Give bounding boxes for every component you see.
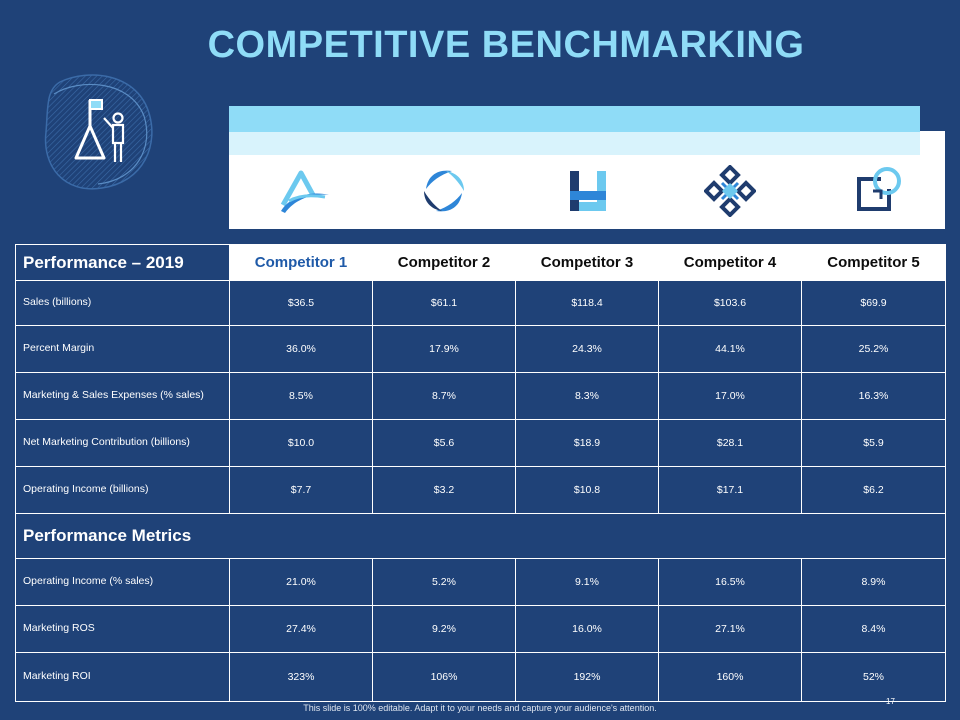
competitor-3-logo xyxy=(570,171,606,211)
table-cell: $61.1 xyxy=(372,280,516,326)
slide-title: COMPETITIVE BENCHMARKING xyxy=(207,24,805,66)
table-row: Marketing & Sales Expenses (% sales) 8.5… xyxy=(15,372,946,420)
table-cell: 17.0% xyxy=(658,372,802,420)
table-cell: 21.0% xyxy=(229,558,373,606)
footer-note: This slide is 100% editable. Adapt it to… xyxy=(303,703,657,713)
table-cell: 9.1% xyxy=(515,558,659,606)
logo-band-mid xyxy=(229,131,920,155)
competitor-4-logo xyxy=(704,165,756,217)
section-row: Performance Metrics xyxy=(15,513,946,559)
table-cell: $7.7 xyxy=(229,466,373,514)
table-cell: $5.9 xyxy=(801,419,946,467)
table-cell: 192% xyxy=(515,652,659,702)
table-cell: $18.9 xyxy=(515,419,659,467)
table-cell: $6.2 xyxy=(801,466,946,514)
table-cell: $3.2 xyxy=(372,466,516,514)
table-cell: 8.5% xyxy=(229,372,373,420)
competitor-header: Competitor 4 xyxy=(658,244,802,281)
table-cell: $5.6 xyxy=(372,419,516,467)
row-label: Operating Income (% sales) xyxy=(15,558,230,606)
table-cell: $36.5 xyxy=(229,280,373,326)
table-cell: 106% xyxy=(372,652,516,702)
table-cell: $69.9 xyxy=(801,280,946,326)
table-cell: 5.2% xyxy=(372,558,516,606)
logo-band-top xyxy=(229,106,920,132)
competitor-header: Competitor 3 xyxy=(515,244,659,281)
table-row: Net Marketing Contribution (billions) $1… xyxy=(15,419,946,467)
table-cell: 27.1% xyxy=(658,605,802,653)
row-label: Operating Income (billions) xyxy=(15,466,230,514)
row-label: Net Marketing Contribution (billions) xyxy=(15,419,230,467)
table-cell: 16.3% xyxy=(801,372,946,420)
row-label: Percent Margin xyxy=(15,325,230,373)
table-cell: 8.4% xyxy=(801,605,946,653)
table-cell: 17.9% xyxy=(372,325,516,373)
section-title-performance-2019: Performance – 2019 xyxy=(15,244,230,281)
table-cell: 8.7% xyxy=(372,372,516,420)
row-label: Sales (billions) xyxy=(15,280,230,326)
competitor-2-logo xyxy=(424,170,464,212)
table-cell: $103.6 xyxy=(658,280,802,326)
table-cell: 16.5% xyxy=(658,558,802,606)
table-cell: 323% xyxy=(229,652,373,702)
table-cell: 25.2% xyxy=(801,325,946,373)
table-cell: 52% xyxy=(801,652,946,702)
table-cell: $10.8 xyxy=(515,466,659,514)
row-label: Marketing ROS xyxy=(15,605,230,653)
table-row: Sales (billions) $36.5 $61.1 $118.4 $103… xyxy=(15,280,946,326)
table-cell: $118.4 xyxy=(515,280,659,326)
competitor-header: Competitor 1 xyxy=(229,244,373,281)
table-row: Operating Income (% sales) 21.0% 5.2% 9.… xyxy=(15,558,946,606)
row-label: Marketing & Sales Expenses (% sales) xyxy=(15,372,230,420)
table-cell: $10.0 xyxy=(229,419,373,467)
person-with-flag-on-mountain-icon xyxy=(44,74,153,190)
table-cell: 36.0% xyxy=(229,325,373,373)
header-row: Performance – 2019 Competitor 1 Competit… xyxy=(15,244,946,281)
table-row: Marketing ROS 27.4% 9.2% 16.0% 27.1% 8.4… xyxy=(15,605,946,653)
table-cell: 24.3% xyxy=(515,325,659,373)
table-row: Marketing ROI 323% 106% 192% 160% 52% xyxy=(15,652,946,702)
competitor-5-logo xyxy=(857,167,901,211)
table-cell: 160% xyxy=(658,652,802,702)
competitor-header: Competitor 5 xyxy=(801,244,946,281)
competitor-header: Competitor 2 xyxy=(372,244,516,281)
table-cell: 8.9% xyxy=(801,558,946,606)
page-number: 17 xyxy=(886,697,895,706)
table-cell: $17.1 xyxy=(658,466,802,514)
table-cell: $28.1 xyxy=(658,419,802,467)
competitor-1-logo xyxy=(280,170,329,213)
table-row: Percent Margin 36.0% 17.9% 24.3% 44.1% 2… xyxy=(15,325,946,373)
table-row: Operating Income (billions) $7.7 $3.2 $1… xyxy=(15,466,946,514)
row-label: Marketing ROI xyxy=(15,652,230,702)
table-cell: 44.1% xyxy=(658,325,802,373)
table-cell: 27.4% xyxy=(229,605,373,653)
table-cell: 8.3% xyxy=(515,372,659,420)
section-title-performance-metrics: Performance Metrics xyxy=(15,513,946,559)
table-cell: 9.2% xyxy=(372,605,516,653)
table-cell: 16.0% xyxy=(515,605,659,653)
benchmark-table: Performance – 2019 Competitor 1 Competit… xyxy=(15,244,946,702)
